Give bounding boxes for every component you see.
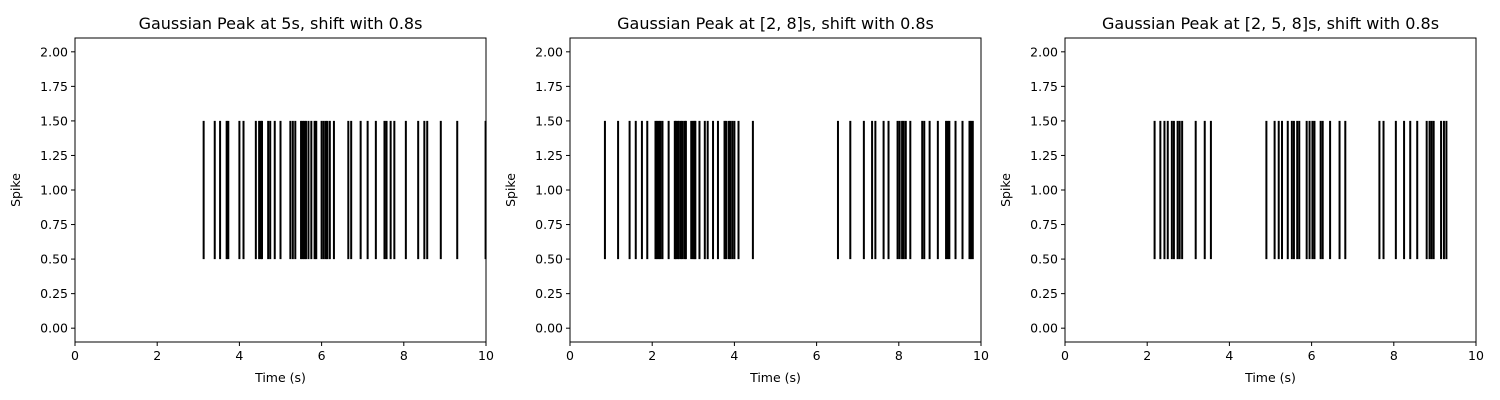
y-axis-label: Spike [503, 173, 518, 207]
x-tick-label: 6 [813, 348, 821, 363]
y-tick-label: 2.00 [40, 44, 68, 59]
y-tick-label: 1.50 [1030, 113, 1058, 128]
x-tick-label: 6 [318, 348, 326, 363]
x-tick-label: 2 [1143, 348, 1151, 363]
x-tick-label: 4 [235, 348, 243, 363]
x-tick-label: 8 [895, 348, 903, 363]
chart-title: Gaussian Peak at [2, 5, 8]s, shift with … [1102, 14, 1439, 33]
chart-title: Gaussian Peak at [2, 8]s, shift with 0.8… [617, 14, 934, 33]
y-tick-label: 1.25 [535, 148, 563, 163]
x-tick-label: 6 [1308, 348, 1316, 363]
x-tick-label: 10 [478, 348, 494, 363]
y-tick-label: 0.25 [1030, 286, 1058, 301]
y-tick-label: 0.50 [40, 252, 68, 267]
x-tick-label: 0 [71, 348, 79, 363]
y-tick-label: 0.25 [40, 286, 68, 301]
axes-frame [569, 37, 982, 343]
x-tick-label: 2 [153, 348, 161, 363]
y-tick-label: 0.50 [1030, 252, 1058, 267]
y-tick-label: 1.25 [1030, 148, 1058, 163]
x-tick-label: 8 [1390, 348, 1398, 363]
y-tick-label: 2.00 [1030, 44, 1058, 59]
spike-group [603, 120, 974, 260]
x-tick-label: 4 [1225, 348, 1233, 363]
y-tick-label: 0.00 [40, 321, 68, 336]
y-tick-label: 2.00 [535, 44, 563, 59]
x-tick-label: 4 [730, 348, 738, 363]
x-tick-label: 0 [566, 348, 574, 363]
y-tick-label: 0.00 [535, 321, 563, 336]
x-tick-label: 8 [400, 348, 408, 363]
y-tick-label: 1.00 [535, 183, 563, 198]
x-tick-label: 2 [648, 348, 656, 363]
x-axis-label: Time (s) [254, 370, 306, 385]
y-tick-label: 1.50 [535, 113, 563, 128]
spike-group [202, 120, 487, 260]
subplot-3: 0 2 4 6 8 10 0.00 0.25 0.50 0.75 1.00 1.25 1.50 1.75 2… [998, 14, 1484, 385]
y-tick-label: 1.50 [40, 113, 68, 128]
y-tick-label: 0.25 [535, 286, 563, 301]
y-tick-label: 1.75 [1030, 79, 1058, 94]
y-tick-label: 1.75 [535, 79, 563, 94]
y-tick-label: 0.50 [535, 252, 563, 267]
y-tick-label: 0.75 [535, 217, 563, 232]
x-axis-label: Time (s) [1244, 370, 1296, 385]
y-tick-label: 0.00 [1030, 321, 1058, 336]
y-tick-label: 1.25 [40, 148, 68, 163]
y-axis-label: Spike [8, 173, 23, 207]
x-tick-label: 10 [1468, 348, 1484, 363]
subplot-1: 0 2 4 6 8 10 0.00 0.25 0.50 0.75 1.00 1.25 1.50 1.75 2… [8, 14, 494, 385]
y-tick-label: 1.75 [40, 79, 68, 94]
spike-group [1153, 120, 1448, 260]
x-tick-label: 0 [1061, 348, 1069, 363]
y-tick-label: 1.00 [1030, 183, 1058, 198]
x-axis-label: Time (s) [749, 370, 801, 385]
chart-title: Gaussian Peak at 5s, shift with 0.8s [139, 14, 423, 33]
y-tick-label: 0.75 [1030, 217, 1058, 232]
subplot-2: 0 2 4 6 8 10 0.00 0.25 0.50 0.75 1.00 1.25 1.50 1.75 2… [503, 14, 989, 385]
y-tick-label: 1.00 [40, 183, 68, 198]
y-tick-label: 0.75 [40, 217, 68, 232]
axes-frame [1064, 37, 1477, 343]
x-tick-label: 10 [973, 348, 989, 363]
y-axis-label: Spike [998, 173, 1013, 207]
